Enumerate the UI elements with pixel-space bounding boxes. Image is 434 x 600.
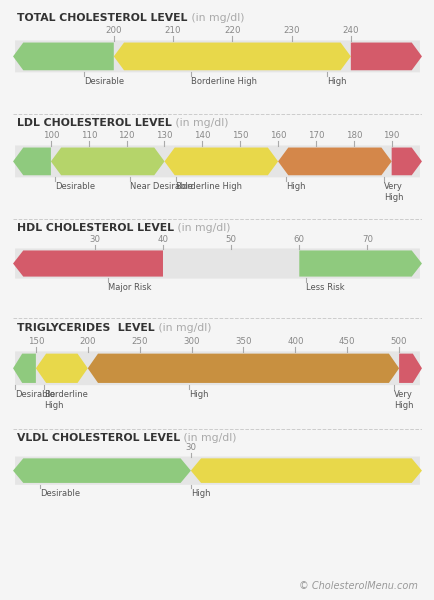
Polygon shape bbox=[391, 148, 421, 175]
Text: (in mg/dl): (in mg/dl) bbox=[180, 433, 236, 443]
Text: 240: 240 bbox=[342, 26, 358, 35]
Polygon shape bbox=[350, 43, 421, 70]
Text: 400: 400 bbox=[286, 337, 303, 346]
Text: LDL CHOLESTEROL LEVEL: LDL CHOLESTEROL LEVEL bbox=[17, 118, 171, 128]
Text: Desirable: Desirable bbox=[39, 489, 80, 498]
Text: Less Risk: Less Risk bbox=[306, 283, 344, 292]
Text: © CholesterolMenu.com: © CholesterolMenu.com bbox=[298, 581, 417, 591]
Text: (in mg/dl): (in mg/dl) bbox=[174, 223, 230, 233]
Polygon shape bbox=[88, 353, 398, 383]
Text: 110: 110 bbox=[80, 131, 97, 140]
Polygon shape bbox=[13, 458, 191, 483]
Text: High: High bbox=[189, 391, 208, 400]
Text: 180: 180 bbox=[345, 131, 361, 140]
Text: Desirable: Desirable bbox=[55, 182, 95, 191]
Text: (in mg/dl): (in mg/dl) bbox=[155, 323, 211, 333]
Text: 210: 210 bbox=[164, 26, 181, 35]
Text: Borderline
High: Borderline High bbox=[44, 391, 88, 410]
Text: 350: 350 bbox=[235, 337, 251, 346]
Text: Very
High: Very High bbox=[383, 182, 403, 202]
Polygon shape bbox=[13, 353, 36, 383]
Polygon shape bbox=[36, 353, 88, 383]
Text: 450: 450 bbox=[338, 337, 355, 346]
Text: High: High bbox=[326, 77, 346, 86]
Text: HDL CHOLESTEROL LEVEL: HDL CHOLESTEROL LEVEL bbox=[17, 223, 174, 233]
Text: 140: 140 bbox=[194, 131, 210, 140]
Polygon shape bbox=[299, 250, 421, 277]
Polygon shape bbox=[13, 148, 51, 175]
Polygon shape bbox=[398, 353, 421, 383]
Polygon shape bbox=[114, 43, 350, 70]
Text: Desirable: Desirable bbox=[84, 77, 124, 86]
Text: 60: 60 bbox=[293, 235, 304, 244]
Polygon shape bbox=[164, 148, 277, 175]
Text: Borderline High: Borderline High bbox=[191, 77, 256, 86]
Text: 190: 190 bbox=[383, 131, 399, 140]
Text: (in mg/dl): (in mg/dl) bbox=[187, 13, 243, 23]
Text: High: High bbox=[191, 489, 210, 498]
Text: 150: 150 bbox=[28, 337, 44, 346]
FancyBboxPatch shape bbox=[15, 248, 419, 278]
Text: 120: 120 bbox=[118, 131, 135, 140]
Polygon shape bbox=[13, 250, 163, 277]
Text: 50: 50 bbox=[225, 235, 236, 244]
Text: TOTAL CHOLESTEROL LEVEL: TOTAL CHOLESTEROL LEVEL bbox=[17, 13, 187, 23]
Text: VLDL CHOLESTEROL LEVEL: VLDL CHOLESTEROL LEVEL bbox=[17, 433, 180, 443]
Text: 70: 70 bbox=[361, 235, 372, 244]
Polygon shape bbox=[277, 148, 391, 175]
Text: 220: 220 bbox=[224, 26, 240, 35]
Polygon shape bbox=[51, 148, 164, 175]
Text: 130: 130 bbox=[156, 131, 172, 140]
Polygon shape bbox=[191, 458, 421, 483]
Text: Borderline High: Borderline High bbox=[175, 182, 241, 191]
Text: 200: 200 bbox=[105, 26, 122, 35]
Text: 30: 30 bbox=[185, 443, 196, 452]
Text: Very
High: Very High bbox=[393, 391, 412, 410]
Text: 170: 170 bbox=[307, 131, 323, 140]
Text: 100: 100 bbox=[43, 131, 59, 140]
Text: 250: 250 bbox=[131, 337, 148, 346]
Text: Near Desirable: Near Desirable bbox=[130, 182, 193, 191]
Text: 200: 200 bbox=[79, 337, 96, 346]
Polygon shape bbox=[13, 43, 114, 70]
FancyBboxPatch shape bbox=[15, 145, 419, 178]
Text: Major Risk: Major Risk bbox=[108, 283, 151, 292]
Text: 150: 150 bbox=[231, 131, 248, 140]
Text: (in mg/dl): (in mg/dl) bbox=[171, 118, 228, 128]
Text: 160: 160 bbox=[269, 131, 286, 140]
Text: 500: 500 bbox=[390, 337, 406, 346]
Text: 300: 300 bbox=[183, 337, 199, 346]
FancyBboxPatch shape bbox=[15, 40, 419, 73]
Text: 230: 230 bbox=[283, 26, 299, 35]
Text: 40: 40 bbox=[157, 235, 168, 244]
Text: Desirable: Desirable bbox=[15, 391, 55, 400]
FancyBboxPatch shape bbox=[15, 352, 419, 385]
Text: High: High bbox=[285, 182, 304, 191]
Text: TRIGLYCERIDES  LEVEL: TRIGLYCERIDES LEVEL bbox=[17, 323, 155, 333]
FancyBboxPatch shape bbox=[15, 457, 419, 485]
Text: 30: 30 bbox=[89, 235, 100, 244]
